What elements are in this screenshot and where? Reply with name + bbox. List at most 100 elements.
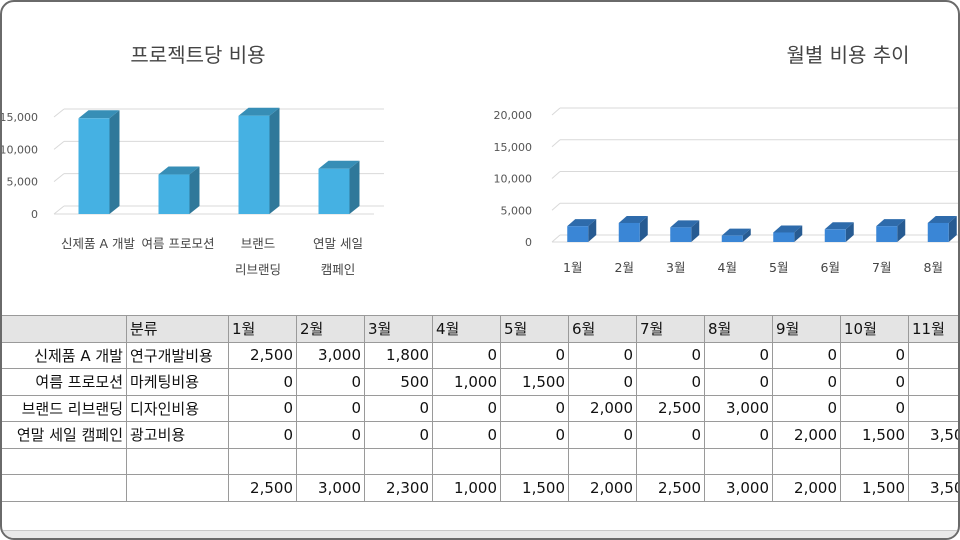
cell[interactable] bbox=[126, 474, 229, 502]
cell[interactable] bbox=[908, 394, 958, 422]
cell[interactable]: 2,000 bbox=[568, 474, 637, 502]
cell[interactable]: 0 bbox=[772, 394, 841, 422]
cell[interactable]: 브랜드 리브랜딩 bbox=[2, 394, 127, 422]
cell[interactable]: 0 bbox=[840, 341, 909, 369]
cell[interactable]: 2,000 bbox=[568, 394, 637, 422]
cell[interactable] bbox=[636, 447, 705, 475]
cell[interactable]: 0 bbox=[228, 394, 297, 422]
cell[interactable]: 연말 세일 캠페인 bbox=[2, 421, 127, 449]
cell[interactable]: 3,500 bbox=[908, 474, 958, 502]
bar-6월[interactable] bbox=[824, 222, 854, 242]
cell[interactable]: 0 bbox=[636, 421, 705, 449]
bar-7월[interactable] bbox=[876, 219, 906, 242]
cell[interactable] bbox=[840, 447, 909, 475]
cell[interactable]: 0 bbox=[296, 394, 365, 422]
bar-연말 세일 캠페인[interactable] bbox=[318, 160, 360, 214]
cell[interactable]: 0 bbox=[364, 421, 433, 449]
column-header[interactable]: 3월 bbox=[364, 315, 433, 343]
cell[interactable]: 1,000 bbox=[432, 368, 501, 396]
bar-4월[interactable] bbox=[721, 228, 751, 242]
cell[interactable] bbox=[568, 447, 637, 475]
cell[interactable]: 1,500 bbox=[500, 474, 569, 502]
cell[interactable] bbox=[704, 447, 773, 475]
cell[interactable]: 2,300 bbox=[364, 474, 433, 502]
cell[interactable] bbox=[432, 447, 501, 475]
cell[interactable]: 0 bbox=[500, 421, 569, 449]
cell[interactable] bbox=[908, 447, 958, 475]
cell[interactable]: 0 bbox=[228, 421, 297, 449]
cell[interactable] bbox=[908, 341, 958, 369]
cell[interactable]: 1,000 bbox=[432, 474, 501, 502]
cell[interactable]: 0 bbox=[772, 341, 841, 369]
cell[interactable]: 0 bbox=[704, 421, 773, 449]
cell[interactable]: 신제품 A 개발 bbox=[2, 341, 127, 369]
cell[interactable]: 디자인비용 bbox=[126, 394, 229, 422]
chart-monthly-cost-trend[interactable]: 월별 비용 추이 0 5,000 10,000 15,000 20,000 1월 2월 3월 4월… bbox=[472, 2, 960, 312]
bar-5월[interactable] bbox=[773, 225, 803, 242]
cell[interactable] bbox=[364, 447, 433, 475]
column-header[interactable]: 분류 bbox=[126, 315, 229, 343]
column-header[interactable]: 5월 bbox=[500, 315, 569, 343]
cell[interactable]: 1,500 bbox=[500, 368, 569, 396]
cell[interactable]: 3,000 bbox=[296, 474, 365, 502]
column-header[interactable]: 1월 bbox=[228, 315, 297, 343]
bar-2월[interactable] bbox=[618, 215, 648, 242]
cell[interactable]: 0 bbox=[568, 341, 637, 369]
cell[interactable]: 0 bbox=[296, 368, 365, 396]
cell[interactable]: 0 bbox=[568, 421, 637, 449]
column-header[interactable]: 4월 bbox=[432, 315, 501, 343]
cell[interactable]: 1,500 bbox=[840, 474, 909, 502]
cell[interactable]: 3,000 bbox=[296, 341, 365, 369]
bar-1월[interactable] bbox=[567, 219, 597, 242]
cell[interactable]: 광고비용 bbox=[126, 421, 229, 449]
cell[interactable]: 500 bbox=[364, 368, 433, 396]
column-header[interactable]: 6월 bbox=[568, 315, 637, 343]
column-header[interactable]: 로젝트명 bbox=[2, 315, 127, 343]
cell[interactable]: 3,500 bbox=[908, 421, 958, 449]
cell[interactable] bbox=[500, 447, 569, 475]
cell[interactable]: 0 bbox=[432, 394, 501, 422]
cell[interactable] bbox=[126, 447, 229, 475]
column-header[interactable]: 7월 bbox=[636, 315, 705, 343]
chart-cost-per-project[interactable]: 프로젝트당 비용 0 5,000 10,000 15,000 신제품 A 개발 여름 프로모… bbox=[2, 2, 472, 312]
cell[interactable]: 0 bbox=[432, 341, 501, 369]
cell[interactable]: 0 bbox=[772, 368, 841, 396]
cell[interactable]: 3,000 bbox=[704, 394, 773, 422]
cell[interactable]: 2,500 bbox=[228, 341, 297, 369]
spreadsheet-grid[interactable]: 로젝트명분류1월2월3월4월5월6월7월8월9월10월11월신제품 A 개발연구… bbox=[2, 315, 958, 530]
cell[interactable]: 2,500 bbox=[228, 474, 297, 502]
bar-8월[interactable] bbox=[927, 215, 957, 242]
cell[interactable]: 2,500 bbox=[636, 394, 705, 422]
cell[interactable]: 2,000 bbox=[772, 421, 841, 449]
cell[interactable]: 0 bbox=[228, 368, 297, 396]
column-header[interactable]: 2월 bbox=[296, 315, 365, 343]
cell[interactable]: 0 bbox=[704, 368, 773, 396]
cell[interactable] bbox=[296, 447, 365, 475]
cell[interactable]: 2,000 bbox=[772, 474, 841, 502]
cell[interactable]: 0 bbox=[432, 421, 501, 449]
cell[interactable]: 0 bbox=[840, 368, 909, 396]
cell[interactable]: 0 bbox=[296, 421, 365, 449]
cell[interactable]: 1,800 bbox=[364, 341, 433, 369]
bar-3월[interactable] bbox=[670, 220, 700, 242]
cell[interactable]: 1,500 bbox=[840, 421, 909, 449]
cell[interactable] bbox=[2, 447, 127, 475]
cell[interactable]: 0 bbox=[500, 394, 569, 422]
bar-신제품 A 개발[interactable] bbox=[78, 110, 120, 214]
cell[interactable]: 마케팅비용 bbox=[126, 368, 229, 396]
cell[interactable]: 0 bbox=[704, 341, 773, 369]
cell[interactable]: 여름 프로모션 bbox=[2, 368, 127, 396]
column-header[interactable]: 8월 bbox=[704, 315, 773, 343]
cell[interactable]: 0 bbox=[840, 394, 909, 422]
cell[interactable]: 3,000 bbox=[704, 474, 773, 502]
cell[interactable] bbox=[228, 447, 297, 475]
cell[interactable]: 0 bbox=[500, 341, 569, 369]
cell[interactable] bbox=[772, 447, 841, 475]
cell[interactable] bbox=[2, 474, 127, 502]
cell[interactable]: 0 bbox=[636, 368, 705, 396]
cell[interactable]: 0 bbox=[568, 368, 637, 396]
column-header[interactable]: 11월 bbox=[908, 315, 958, 343]
cell[interactable]: 연구개발비용 bbox=[126, 341, 229, 369]
horizontal-scrollbar[interactable] bbox=[2, 530, 958, 538]
bar-브랜드 리브랜딩[interactable] bbox=[238, 107, 280, 214]
